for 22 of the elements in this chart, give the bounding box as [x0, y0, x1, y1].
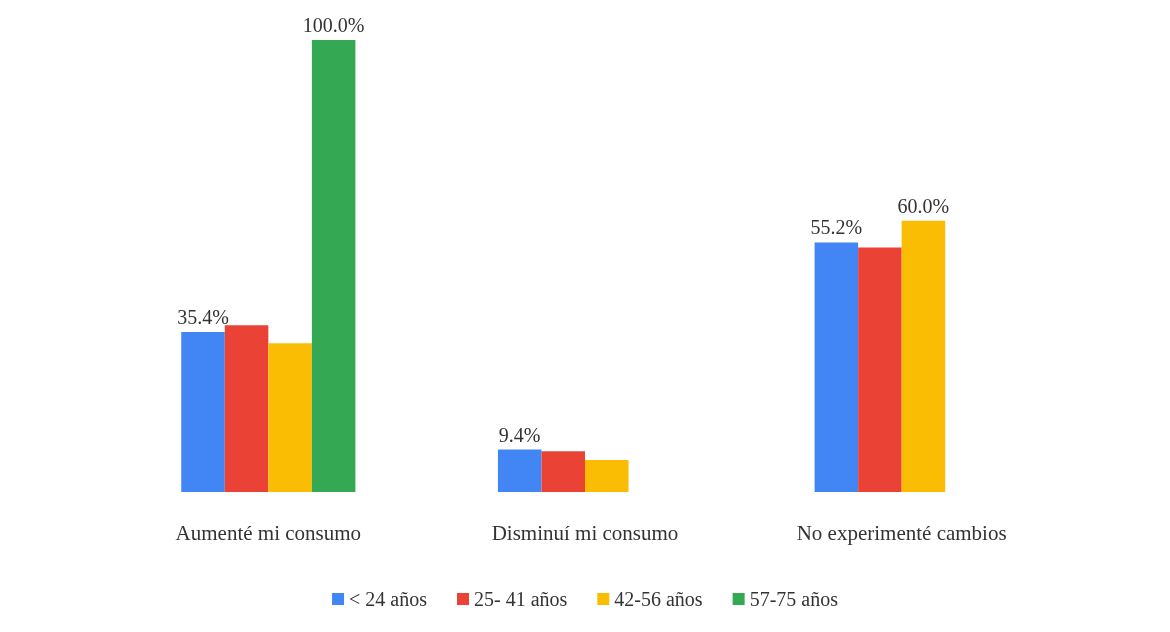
- data-label: 60.0%: [897, 194, 950, 217]
- bar: [901, 220, 946, 492]
- bar: [497, 449, 542, 492]
- legend-label: 25- 41 años: [473, 588, 568, 610]
- bar: [181, 331, 225, 492]
- bar: [858, 247, 902, 492]
- data-label: 100.0%: [302, 14, 365, 36]
- legend-label: 42-56 años: [614, 588, 703, 610]
- bar: [311, 40, 356, 492]
- legend-label: < 24 años: [349, 588, 428, 610]
- data-label: 35.4%: [177, 305, 229, 328]
- bar: [268, 343, 312, 492]
- x-tick-label: Disminuí mi consumo: [491, 520, 679, 545]
- x-tick-label: No experimenté cambios: [796, 520, 1007, 545]
- bar: [224, 325, 269, 492]
- bar: [814, 242, 859, 492]
- bar: [541, 451, 585, 492]
- bar: [585, 459, 629, 492]
- x-tick-label: Aumenté mi consumo: [175, 520, 362, 545]
- data-label: 9.4%: [498, 423, 541, 446]
- legend-label: 57-75 años: [749, 588, 839, 610]
- data-label: 55.2%: [810, 216, 863, 239]
